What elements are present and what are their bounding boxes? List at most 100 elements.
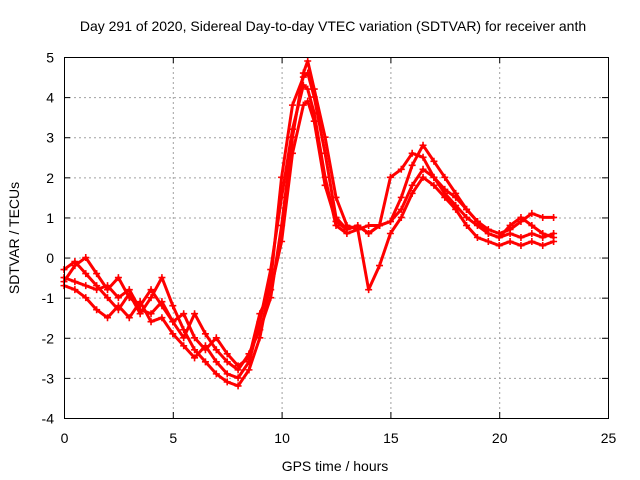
y-tick-label: -2: [42, 330, 55, 346]
data-point-marker: [82, 270, 90, 278]
data-point-marker: [376, 221, 384, 229]
data-point-marker: [321, 149, 329, 157]
data-point-marker: [93, 306, 101, 314]
data-point-marker: [267, 286, 275, 294]
data-point-marker: [212, 346, 220, 354]
y-tick-label: 3: [46, 130, 54, 146]
chart-title: Day 291 of 2020, Sidereal Day-to-day VTE…: [80, 18, 586, 34]
data-point-marker: [528, 238, 536, 246]
data-point-marker: [539, 213, 547, 221]
data-point-marker: [125, 286, 133, 294]
y-tick-label: 2: [46, 170, 54, 186]
data-point-marker: [517, 234, 525, 241]
series-line: [62, 99, 556, 368]
series-track-2: [60, 69, 558, 390]
data-point-marker: [473, 221, 481, 229]
data-point-marker: [104, 314, 112, 322]
data-point-marker: [452, 193, 460, 201]
data-point-marker: [528, 229, 536, 237]
data-point-marker: [397, 193, 405, 201]
y-axis-title: SDTVAR / TECUs: [6, 182, 22, 294]
x-tick-label: 20: [492, 430, 508, 446]
data-point-marker: [114, 302, 122, 310]
data-point-marker: [288, 149, 296, 157]
x-tick-label: 25: [601, 430, 617, 446]
data-point-marker: [463, 221, 471, 229]
data-point-marker: [299, 81, 307, 89]
data-point-marker: [495, 242, 503, 250]
data-point-marker: [136, 306, 144, 314]
data-point-marker: [304, 57, 312, 65]
data-point-marker: [114, 274, 122, 282]
data-point-marker: [484, 238, 492, 246]
data-point-marker: [104, 282, 112, 290]
series-track-3: [60, 81, 558, 382]
data-point-marker: [332, 217, 340, 225]
data-point-marker: [539, 242, 547, 250]
data-point-marker: [82, 282, 90, 290]
data-point-marker: [386, 229, 394, 237]
data-point-marker: [397, 165, 405, 173]
data-point-marker: [212, 334, 220, 342]
data-point-marker: [310, 117, 318, 125]
y-tick-label: -3: [42, 370, 55, 386]
data-point-marker: [114, 294, 122, 302]
data-point-marker: [82, 254, 90, 262]
data-point-marker: [71, 258, 79, 266]
data-point-marker: [304, 97, 312, 105]
data-point-marker: [169, 330, 177, 338]
data-point-marker: [267, 266, 275, 274]
data-point-marker: [223, 378, 231, 386]
data-point-marker: [506, 238, 514, 246]
data-point-marker: [473, 234, 481, 241]
data-point-marker: [278, 238, 286, 246]
data-point-marker: [408, 181, 416, 189]
data-point-marker: [180, 326, 188, 334]
data-point-marker: [234, 374, 242, 382]
data-point-marker: [463, 213, 471, 221]
x-tick-label: 15: [383, 430, 399, 446]
data-point-marker: [147, 286, 155, 294]
data-point-marker: [539, 234, 547, 241]
data-point-marker: [180, 334, 188, 342]
data-series: [60, 57, 558, 390]
data-point-marker: [397, 213, 405, 221]
data-point-marker: [528, 209, 536, 217]
data-point-marker: [71, 278, 79, 286]
data-point-marker: [245, 366, 253, 374]
data-point-marker: [506, 229, 514, 237]
data-point-marker: [419, 153, 427, 161]
data-point-marker: [256, 334, 264, 342]
data-point-marker: [365, 221, 373, 229]
y-tick-label: 0: [46, 250, 54, 266]
x-tick-label: 10: [274, 430, 290, 446]
data-point-marker: [365, 286, 373, 294]
data-point-marker: [191, 334, 199, 342]
grid-lines: [64, 57, 608, 418]
data-point-marker: [245, 354, 253, 362]
data-point-marker: [191, 310, 199, 318]
data-point-marker: [386, 173, 394, 181]
data-point-marker: [528, 221, 536, 229]
data-point-marker: [484, 229, 492, 237]
data-point-marker: [93, 286, 101, 294]
data-point-marker: [452, 201, 460, 209]
data-point-marker: [430, 157, 438, 165]
data-point-marker: [354, 221, 362, 229]
data-point-marker: [299, 73, 307, 81]
data-point-marker: [517, 242, 525, 250]
y-tick-label: -1: [42, 290, 55, 306]
data-point-marker: [158, 314, 166, 322]
y-tick-label: 5: [46, 50, 54, 66]
data-point-marker: [304, 85, 312, 93]
data-point-marker: [506, 221, 514, 229]
data-point-marker: [299, 101, 307, 109]
data-point-marker: [201, 358, 209, 366]
data-point-marker: [158, 298, 166, 306]
data-point-marker: [517, 213, 525, 221]
data-point-marker: [288, 125, 296, 133]
data-point-marker: [234, 362, 242, 370]
data-point-marker: [71, 286, 79, 294]
data-point-marker: [386, 217, 394, 225]
data-point-marker: [191, 354, 199, 362]
